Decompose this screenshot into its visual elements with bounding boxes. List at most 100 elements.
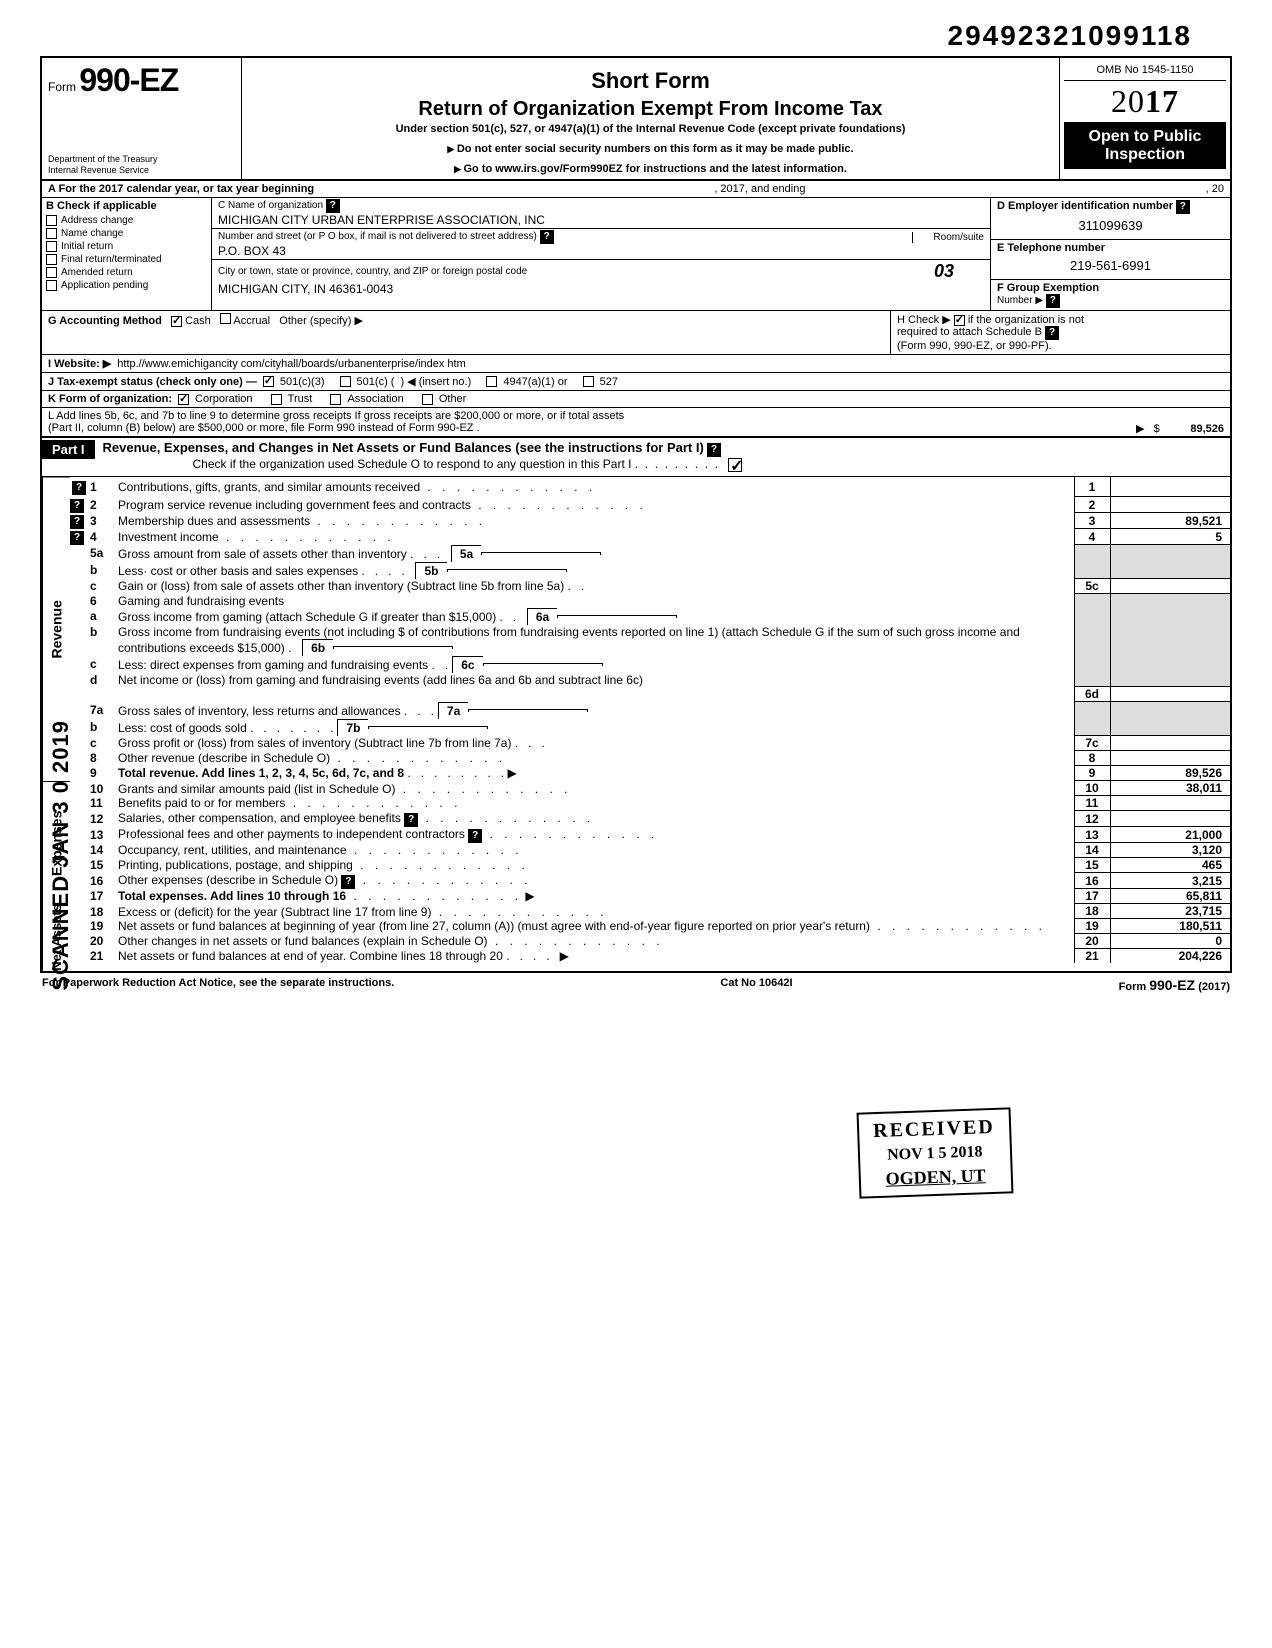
form-page: SCANNED JAN 3 0 2019 29492321099118 Form…	[40, 20, 1232, 997]
help-icon: ?	[707, 443, 721, 457]
footer-left: For Paperwork Reduction Act Notice, see …	[42, 977, 394, 993]
e-label: E Telephone number	[997, 242, 1105, 254]
col-c-org: C Name of organization ? MICHIGAN CITY U…	[212, 198, 990, 310]
cb-accrual[interactable]	[220, 313, 231, 324]
line-11: 11Benefits paid to or for members11	[70, 796, 1230, 811]
line-10: 10Grants and similar amounts paid (list …	[70, 781, 1230, 796]
received-stamp: RECEIVED NOV 1 5 2018 OGDEN, UT	[857, 1107, 1013, 1198]
col-b-checkboxes: B Check if applicable Address change Nam…	[42, 198, 212, 310]
cb-527[interactable]	[583, 376, 594, 387]
line-6: 6Gaming and fundraising events	[70, 594, 1230, 608]
cb-4947[interactable]	[486, 376, 497, 387]
row-k-form-org: K Form of organization: Corporation Trus…	[40, 390, 1232, 407]
header-left: Form 990-EZ Department of the Treasury I…	[42, 58, 242, 179]
h-schedule-b: H Check ▶ if the organization is not req…	[890, 311, 1230, 354]
footer-catno: Cat No 10642I	[720, 977, 792, 993]
tax-year: 2017	[1064, 81, 1226, 122]
city-code: 03	[934, 261, 984, 282]
cb-address-change[interactable]: Address change	[42, 214, 211, 227]
expenses-side-label: Expenses	[42, 781, 70, 904]
cb-corp[interactable]	[178, 394, 189, 405]
header-right: OMB No 1545-1150 2017 Open to Public Ins…	[1060, 58, 1230, 179]
cb-trust[interactable]	[271, 394, 282, 405]
irs-label: Internal Revenue Service	[48, 165, 235, 175]
street-label: Number and street (or P O box, if mail i…	[218, 231, 537, 242]
line-20: 20Other changes in net assets or fund ba…	[70, 934, 1230, 949]
l-amount: 89,526	[1190, 423, 1224, 435]
line-7b: bLess: cost of goods sold . . . . . . .7…	[70, 719, 1230, 736]
cb-501c3[interactable]	[263, 376, 274, 387]
row-g-h: G Accounting Method Cash Accrual Other (…	[40, 310, 1232, 354]
street-value: P.O. BOX 43	[218, 244, 286, 258]
line-15: 15Printing, publications, postage, and s…	[70, 858, 1230, 873]
page-footer: For Paperwork Reduction Act Notice, see …	[40, 973, 1232, 997]
row-a-end: , 20	[1206, 183, 1224, 195]
dept-treasury: Department of the Treasury	[48, 155, 235, 165]
e-phone-cell: E Telephone number 219-561-6991	[991, 240, 1230, 280]
c-street-cell: Number and street (or P O box, if mail i…	[212, 229, 990, 260]
g-accounting: G Accounting Method Cash Accrual Other (…	[42, 311, 890, 354]
expenses-section: Expenses 10Grants and similar amounts pa…	[40, 781, 1232, 904]
part-i-header: Part I Revenue, Expenses, and Changes in…	[40, 438, 1232, 477]
d-label: D Employer identification number	[997, 200, 1173, 212]
ein-value: 311099639	[997, 214, 1224, 237]
city-label: City or town, state or province, country…	[218, 266, 527, 277]
cb-amended[interactable]: Amended return	[42, 266, 211, 279]
stamp-digits: 29492321099118	[948, 20, 1192, 51]
stamp-location: OGDEN, UT	[875, 1165, 997, 1190]
line-7a: 7aGross sales of inventory, less returns…	[70, 702, 1230, 719]
return-title: Return of Organization Exempt From Incom…	[250, 98, 1051, 121]
stamp-date: NOV 1 5 2018	[874, 1143, 996, 1165]
help-icon: ?	[540, 230, 554, 244]
line-3: ?3Membership dues and assessments389,521	[70, 513, 1230, 529]
footer-right: Form 990-EZ (2017)	[1119, 977, 1230, 993]
line-13: 13Professional fees and other payments t…	[70, 827, 1230, 843]
line-6d-desc: dNet income or (loss) from gaming and fu…	[70, 673, 1230, 687]
line-8: 8Other revenue (describe in Schedule O)8	[70, 751, 1230, 766]
revenue-side-label: Revenue	[42, 477, 70, 782]
c-label: C Name of organization	[218, 200, 323, 211]
room-label: Room/suite	[912, 232, 984, 243]
stamp-received: RECEIVED	[873, 1116, 995, 1143]
form-number: Form 990-EZ	[48, 62, 235, 99]
cb-pending[interactable]: Application pending	[42, 279, 211, 292]
cb-other[interactable]	[422, 394, 433, 405]
cb-assoc[interactable]	[330, 394, 341, 405]
short-form-title: Short Form	[250, 68, 1051, 94]
cb-name-change[interactable]: Name change	[42, 227, 211, 240]
row-j-tax-status: J Tax-exempt status (check only one) — 5…	[40, 372, 1232, 390]
f-number: Number ▶	[997, 295, 1043, 306]
form-header: Form 990-EZ Department of the Treasury I…	[40, 56, 1232, 179]
netassets-table: 18Excess or (deficit) for the year (Subt…	[70, 904, 1230, 963]
line-5a: 5aGross amount from sale of assets other…	[70, 545, 1230, 562]
row-a-calendar: A For the 2017 calendar year, or tax yea…	[40, 179, 1232, 198]
g-label: G Accounting Method	[48, 315, 162, 327]
part-i-sub: Check if the organization used Schedule …	[103, 457, 1230, 474]
revenue-section: Revenue ?1Contributions, gifts, grants, …	[40, 477, 1232, 782]
line-1: ?1Contributions, gifts, grants, and simi…	[70, 477, 1230, 497]
top-stamp-number: 29492321099118	[40, 20, 1232, 52]
cb-final-return[interactable]: Final return/terminated	[42, 253, 211, 266]
col-def: D Employer identification number ? 31109…	[990, 198, 1230, 310]
netassets-side-label: Net Assets	[42, 904, 70, 971]
row-i-website: I Website: ▶ http.//www.emichigancity co…	[40, 354, 1232, 372]
line-6c: cLess: direct expenses from gaming and f…	[70, 656, 1230, 673]
cb-501c[interactable]	[340, 376, 351, 387]
line-16: 16Other expenses (describe in Schedule O…	[70, 873, 1230, 889]
line-18: 18Excess or (deficit) for the year (Subt…	[70, 904, 1230, 919]
line-6a: aGross income from gaming (attach Schedu…	[70, 608, 1230, 625]
revenue-table: ?1Contributions, gifts, grants, and simi…	[70, 477, 1230, 782]
line-7c: cGross profit or (loss) from sales of in…	[70, 736, 1230, 751]
line-12: 12Salaries, other compensation, and empl…	[70, 811, 1230, 827]
cb-schedule-o[interactable]	[728, 458, 742, 472]
help-icon: ?	[1046, 294, 1060, 308]
line-6d: 6d	[70, 687, 1230, 702]
warn-url: Go to www.irs.gov/Form990EZ for instruct…	[250, 163, 1051, 175]
cb-cash[interactable]	[171, 316, 182, 327]
cb-h-check[interactable]	[954, 315, 965, 326]
phone-value: 219-561-6991	[997, 254, 1224, 277]
line-19: 19Net assets or fund balances at beginni…	[70, 919, 1230, 934]
cb-initial-return[interactable]: Initial return	[42, 240, 211, 253]
line-2: ?2Program service revenue including gove…	[70, 497, 1230, 513]
city-value: MICHIGAN CITY, IN 46361-0043	[218, 282, 393, 296]
